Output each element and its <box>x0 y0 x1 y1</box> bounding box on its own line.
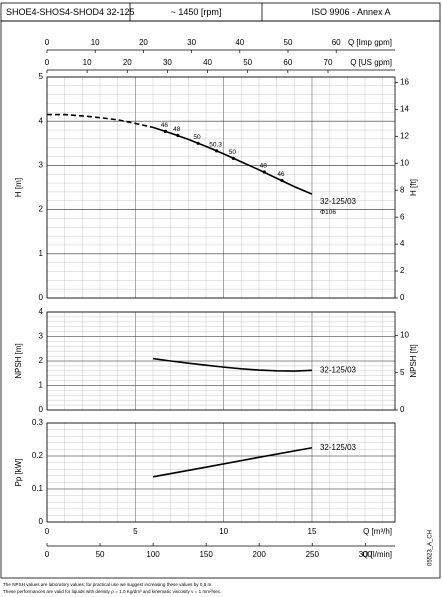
standard: ISO 9906 - Annex A <box>311 7 390 17</box>
y2-tick-label: 0 <box>400 405 405 414</box>
y2-tick-label: 10 <box>400 158 409 167</box>
q-tick-label: 250 <box>306 550 320 559</box>
efficiency-point <box>176 133 180 137</box>
curve-label: 32-125/03 <box>320 365 357 374</box>
plot-frame <box>46 76 396 299</box>
curve <box>47 113 154 129</box>
y2-axis-label: NPSH [ft] <box>409 344 418 377</box>
q-tick-label: 50 <box>243 58 252 67</box>
efficiency-label: 46 <box>161 122 169 129</box>
q-tick-label: 40 <box>235 38 244 47</box>
plot-frame <box>46 311 396 411</box>
y-tick-label: 0 <box>39 293 44 302</box>
q-tick-label: 15 <box>308 527 317 536</box>
y-axis-label: H [m] <box>14 178 23 197</box>
efficiency-label: 46 <box>277 171 285 178</box>
efficiency-point <box>196 141 200 145</box>
q-tick-label: 30 <box>187 38 196 47</box>
q-tick-label: 70 <box>324 58 333 67</box>
efficiency-label: 50 <box>193 134 201 141</box>
efficiency-point <box>262 170 266 174</box>
curve-label: 32-125/03 <box>320 197 357 206</box>
y2-axis-label: H [ft] <box>409 179 418 196</box>
y2-tick-label: 16 <box>400 77 409 86</box>
y2-tick-label: 5 <box>400 368 405 377</box>
q-tick-label: 5 <box>133 527 138 536</box>
efficiency-point <box>214 149 219 153</box>
q-tick-label: 50 <box>96 550 105 559</box>
curve-note: Φ106 <box>320 209 336 216</box>
q-tick-label: 150 <box>199 550 213 559</box>
q-tick-label: 20 <box>139 38 148 47</box>
y2-tick-label: 6 <box>400 212 405 221</box>
efficiency-label: 50.3 <box>209 142 222 149</box>
q-tick-label: 40 <box>203 58 212 67</box>
y2-tick-label: 12 <box>400 131 409 140</box>
y-tick-label: 0.2 <box>32 451 44 460</box>
q-axis-label: Q [l/min] <box>362 550 392 559</box>
efficiency-point <box>163 129 167 133</box>
model: SHOE4-SHOS4-SHOD4 32-125 <box>6 7 135 17</box>
y-tick-label: 0 <box>39 517 44 526</box>
y-axis-label: Pp [kW] <box>14 458 23 486</box>
q-axis-label: Q [m³/h] <box>363 527 392 536</box>
y2-tick-label: 2 <box>400 266 405 275</box>
q-tick-label: 0 <box>45 38 50 47</box>
q-tick-label: 0 <box>45 58 50 67</box>
q-tick-label: 10 <box>83 58 92 67</box>
y-tick-label: 2 <box>39 205 44 214</box>
q-tick-label: 60 <box>283 58 292 67</box>
footnote: These performances are valid for liquids… <box>3 589 221 594</box>
q-tick-label: 100 <box>146 550 160 559</box>
q-tick-label: 0 <box>45 527 50 536</box>
q-axis-label: Q [Imp gpm] <box>348 38 392 47</box>
q-tick-label: 50 <box>284 38 293 47</box>
y-tick-label: 5 <box>39 72 44 81</box>
curve-label: 32-125/03 <box>320 443 357 452</box>
y2-tick-label: 4 <box>400 239 405 248</box>
efficiency-label: 48 <box>260 163 268 170</box>
efficiency-point <box>231 156 235 160</box>
y-tick-label: 4 <box>39 307 44 316</box>
q-tick-label: 30 <box>163 58 172 67</box>
efficiency-label: 50 <box>229 149 237 156</box>
y-tick-label: 4 <box>39 116 44 125</box>
curve <box>152 126 313 195</box>
y-tick-label: 0 <box>39 405 44 414</box>
y-tick-label: 3 <box>39 161 44 170</box>
efficiency-point <box>280 178 284 183</box>
footnote: The NPSH values are laboratory values; f… <box>3 582 213 587</box>
plot-frame <box>46 422 396 523</box>
curve <box>152 357 313 372</box>
q-tick-label: 20 <box>123 58 132 67</box>
drawing-code: 05523_A_CH <box>428 530 434 566</box>
y-tick-label: 3 <box>39 332 44 341</box>
y-tick-label: 0.3 <box>32 418 44 427</box>
y-tick-label: 0.1 <box>32 484 44 493</box>
y-axis-label: NPSH [m] <box>14 343 23 379</box>
y2-tick-label: 14 <box>400 104 409 113</box>
speed: ~ 1450 [rpm] <box>171 7 222 17</box>
y2-tick-label: 8 <box>400 185 405 194</box>
y-tick-label: 2 <box>39 356 44 365</box>
efficiency-label: 48 <box>173 126 181 133</box>
y-tick-label: 1 <box>39 249 44 258</box>
q-tick-label: 300 <box>359 550 373 559</box>
y2-tick-label: 0 <box>400 293 405 302</box>
q-tick-label: 10 <box>219 527 228 536</box>
y2-tick-label: 10 <box>400 330 409 339</box>
curve <box>152 446 313 478</box>
y-tick-label: 1 <box>39 381 44 390</box>
q-tick-label: 60 <box>332 38 341 47</box>
q-tick-label: 200 <box>253 550 267 559</box>
outer-frame <box>0 20 441 579</box>
q-tick-label: 0 <box>45 550 50 559</box>
q-axis-label: Q [US gpm] <box>350 58 392 67</box>
q-tick-label: 10 <box>91 38 100 47</box>
